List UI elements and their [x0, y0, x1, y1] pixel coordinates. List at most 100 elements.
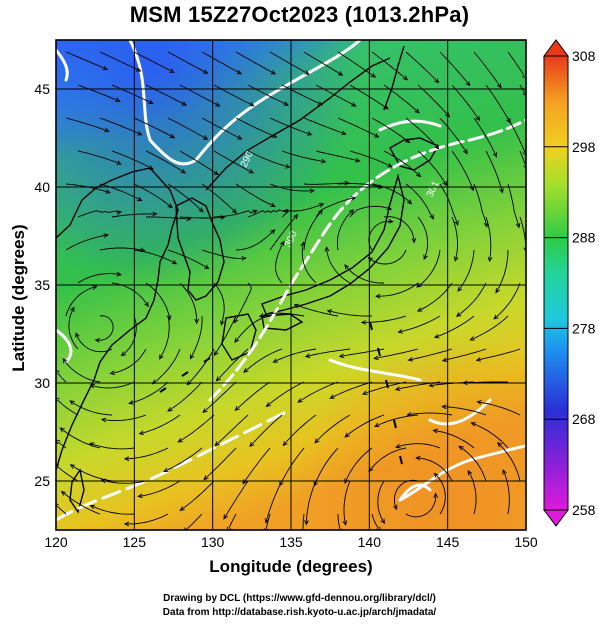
- streamline: [471, 422, 509, 449]
- streamline: [216, 348, 249, 382]
- streamline-arrowhead: [414, 108, 420, 114]
- streamline-arrowhead: [487, 256, 493, 263]
- streamline-arrowhead: [442, 180, 448, 187]
- wind-streamlines: [56, 51, 526, 530]
- streamline-arrowhead: [152, 211, 158, 217]
- streamline-arrowhead: [497, 442, 503, 448]
- streamline-arrowhead: [293, 213, 299, 220]
- streamline-arrowhead: [395, 443, 401, 449]
- streamline-arrowhead: [59, 427, 65, 433]
- streamline: [451, 84, 480, 121]
- streamline-arrowhead: [171, 259, 178, 265]
- streamline: [302, 513, 305, 530]
- streamline-arrowhead: [89, 504, 96, 510]
- streamline-arrowhead: [392, 504, 398, 511]
- streamline-arrowhead: [314, 438, 320, 444]
- streamline: [417, 84, 450, 118]
- colorbar-tick-label: 258: [572, 502, 596, 518]
- streamline-arrowhead: [313, 481, 319, 487]
- streamline: [344, 447, 373, 484]
- streamline: [393, 479, 419, 510]
- streamline-arrowhead: [476, 400, 482, 405]
- streamline: [57, 399, 79, 416]
- streamline: [133, 51, 175, 73]
- streamline-arrowhead: [123, 456, 130, 462]
- streamline-arrowhead: [463, 149, 468, 155]
- streamline: [371, 183, 412, 205]
- streamline-arrowhead: [236, 69, 243, 75]
- y-axis-label: Latitude (degrees): [9, 224, 28, 372]
- streamline: [145, 282, 171, 320]
- streamline: [495, 249, 509, 293]
- colorbar-upper-arrow: [543, 39, 569, 57]
- streamline-arrowhead: [270, 229, 276, 235]
- streamline-arrowhead: [102, 65, 109, 71]
- colorbar-tick-label: 278: [572, 320, 596, 336]
- streamline: [405, 51, 439, 84]
- streamline-arrowhead: [167, 406, 173, 412]
- streamline: [265, 480, 283, 523]
- streamline: [247, 150, 290, 168]
- streamline: [374, 348, 419, 359]
- streamline: [89, 442, 135, 450]
- streamline: [201, 117, 242, 140]
- streamline-arrowhead: [493, 314, 499, 320]
- streamline: [133, 249, 177, 265]
- streamline: [101, 479, 147, 484]
- streamline-arrowhead: [249, 441, 255, 448]
- y-tick-label: 35: [34, 277, 50, 293]
- streamline-arrowhead: [88, 442, 95, 447]
- streamline-arrowhead: [104, 127, 110, 133]
- streamline-arrowhead: [374, 133, 380, 138]
- streamline-arrowhead: [249, 102, 255, 107]
- streamline: [439, 183, 459, 226]
- streamline-arrowhead: [105, 189, 111, 194]
- streamline-arrowhead: [374, 422, 380, 428]
- streamline-arrowhead: [177, 437, 183, 443]
- streamline: [439, 51, 471, 86]
- streamline: [242, 447, 271, 484]
- streamline-arrowhead: [116, 271, 122, 277]
- streamline-arrowhead: [304, 353, 311, 358]
- streamline: [339, 348, 385, 357]
- streamline-arrowhead: [433, 492, 439, 498]
- x-tick-label: 145: [436, 534, 460, 550]
- streamline: [234, 315, 271, 343]
- streamline: [416, 249, 441, 288]
- streamline: [179, 216, 225, 219]
- y-tick-label: 25: [34, 473, 50, 489]
- streamline: [313, 447, 339, 486]
- streamline: [235, 183, 275, 207]
- streamline: [303, 51, 343, 76]
- streamline-arrowhead: [181, 101, 187, 106]
- streamline: [303, 209, 323, 251]
- streamline-arrowhead: [402, 75, 408, 81]
- streamline: [99, 183, 142, 201]
- streamline-arrowhead: [338, 353, 345, 359]
- streamline: [167, 381, 203, 412]
- streamline-arrowhead: [248, 169, 255, 174]
- streamline-arrowhead: [100, 478, 107, 484]
- streamline: [303, 182, 349, 185]
- streamline: [243, 348, 283, 373]
- streamline-arrowhead: [300, 241, 306, 247]
- streamline-arrowhead: [406, 199, 413, 205]
- streamline-arrowhead: [183, 527, 186, 530]
- streamline: [163, 447, 203, 472]
- streamline: [57, 372, 67, 383]
- streamline: [473, 183, 488, 227]
- streamline-arrowhead: [342, 520, 348, 526]
- streamline: [56, 465, 79, 482]
- streamline-arrowhead: [416, 172, 422, 178]
- streamline-arrowhead: [318, 203, 325, 208]
- streamline-arrowhead: [475, 115, 481, 122]
- streamline-arrowhead: [523, 165, 526, 169]
- streamline-arrowhead: [203, 475, 209, 481]
- streamline-arrowhead: [116, 160, 122, 165]
- streamline: [201, 183, 237, 214]
- streamline: [281, 203, 324, 218]
- x-tick-label: 120: [44, 534, 68, 550]
- streamline: [344, 264, 384, 284]
- streamline-arrowhead: [348, 209, 355, 215]
- streamline-arrowhead: [213, 350, 219, 357]
